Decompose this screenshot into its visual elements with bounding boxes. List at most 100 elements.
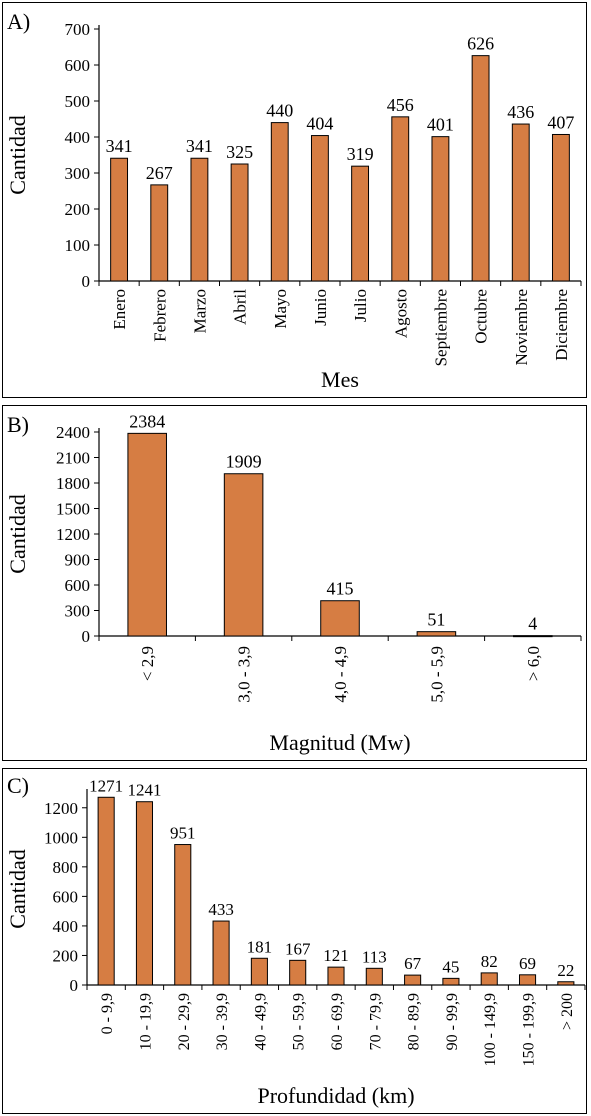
x-tick-label: Agosto (391, 289, 410, 338)
bar (212, 920, 230, 986)
y-tick-label: 0 (82, 272, 91, 291)
y-tick-label: 1000 (44, 828, 78, 847)
bar-value-label: 121 (323, 946, 349, 965)
x-tick-label: 30 - 39,9 (214, 993, 231, 1050)
x-tick-label: Marzo (190, 289, 209, 333)
bar (518, 974, 537, 986)
y-tick-label: 2100 (56, 449, 90, 468)
x-tick-label: Octubre (472, 289, 491, 344)
y-tick-label: 0 (70, 976, 79, 995)
bar-value-label: 401 (427, 115, 454, 135)
y-tick-label: 1200 (56, 525, 90, 544)
y-tick-label: 400 (53, 917, 79, 936)
depth-chart-svg: C) 0 200 400 600 800 1000 1200 Cantidad 1271 0 - 9… (5, 773, 586, 1108)
bar (442, 977, 460, 986)
bar-value-label: 22 (557, 961, 574, 980)
y-tick-label: 1500 (56, 500, 90, 519)
x-tick-label: 90 - 99,9 (444, 993, 461, 1050)
bar-value-label: 456 (387, 95, 414, 115)
x-axis-title: Magnitud (Mw) (269, 730, 410, 755)
magnitude-chart-svg: B) 0 300 600 900 1200 1500 1800 2100 2400 Cantidad… (5, 411, 582, 755)
y-tick-label: 1800 (56, 474, 90, 493)
y-tick-label: 200 (53, 946, 79, 965)
y-tick-label: 800 (53, 858, 79, 877)
x-axis-title: Profundidad (km) (257, 1083, 414, 1108)
bar (416, 631, 457, 637)
x-tick-label: Junio (311, 289, 330, 326)
bar-value-label: 181 (247, 937, 273, 956)
x-tick-label: Enero (110, 289, 129, 330)
bar-value-label: 82 (481, 952, 498, 971)
bar (310, 135, 329, 282)
y-tick-label: 200 (65, 200, 91, 219)
y-tick-label: 600 (65, 56, 91, 75)
bar-value-label: 4 (528, 614, 537, 634)
y-tick-label: 600 (65, 576, 91, 595)
panel-label: B) (7, 412, 29, 437)
bar-value-label: 2384 (129, 411, 165, 431)
bar (513, 635, 553, 638)
bar (127, 432, 167, 637)
x-tick-label: 0 - 9,9 (99, 993, 116, 1034)
bar (97, 796, 115, 986)
bar (404, 974, 422, 986)
bar (511, 123, 530, 282)
y-axis-title: Cantidad (5, 849, 30, 928)
bar-value-label: 267 (146, 163, 173, 183)
x-tick-label: 60 - 69,9 (329, 993, 346, 1050)
bar-value-label: 325 (226, 142, 253, 162)
bar (135, 801, 154, 986)
bar-value-label: 167 (285, 939, 311, 958)
x-tick-label: Febrero (150, 289, 169, 342)
y-tick-label: 700 (65, 20, 91, 39)
x-tick-label: Julio (351, 289, 370, 322)
x-tick-label: Diciembre (552, 289, 571, 361)
bar-value-label: 404 (306, 114, 333, 134)
bar-value-label: 341 (186, 136, 213, 156)
x-tick-label: 20 - 29,9 (176, 993, 193, 1050)
bar-value-label: 51 (427, 610, 445, 630)
bar-value-label: 319 (347, 144, 374, 164)
bar (270, 122, 289, 282)
bar-value-label: 45 (442, 957, 459, 976)
bar-value-label: 626 (467, 34, 494, 54)
y-tick-label: 900 (65, 551, 91, 570)
bar-value-label: 1271 (89, 776, 123, 795)
bar-value-label: 113 (362, 947, 387, 966)
x-tick-label: < 2,9 (138, 646, 157, 681)
bar-value-label: 1909 (226, 452, 262, 472)
bar-value-label: 433 (208, 900, 234, 919)
y-tick-label: 300 (65, 164, 91, 183)
bar-value-label: 67 (404, 954, 422, 973)
bar (351, 165, 370, 282)
x-tick-label: 5,0 - 5,9 (427, 646, 446, 703)
chart-panel-magnitude: B) 0 300 600 900 1200 1500 1800 2100 2400 Cantidad… (2, 405, 587, 761)
bar-value-label: 69 (519, 954, 536, 973)
x-tick-label: Septiembre (431, 289, 450, 366)
bar (365, 967, 383, 986)
x-tick-label: 100 - 149,9 (482, 993, 499, 1066)
y-tick-label: 300 (65, 602, 91, 621)
bar (480, 972, 498, 986)
x-tick-label: 150 - 199,9 (521, 993, 538, 1066)
x-tick-label: Abril (231, 289, 250, 325)
bar (190, 157, 209, 282)
bar (150, 184, 169, 282)
y-tick-label: 0 (82, 627, 91, 646)
bar (250, 957, 268, 986)
bar (174, 844, 192, 986)
x-tick-label: 40 - 49,9 (252, 993, 269, 1050)
y-tick-label: 100 (65, 236, 91, 255)
bar-value-label: 440 (266, 101, 293, 121)
bar (289, 959, 307, 986)
y-tick-label: 600 (53, 887, 79, 906)
bar (320, 600, 360, 637)
bar (230, 163, 249, 282)
bar (327, 966, 345, 986)
bar (110, 157, 129, 282)
bar-value-label: 1241 (127, 781, 161, 800)
y-axis-title: Cantidad (5, 494, 30, 573)
x-tick-label: 3,0 - 3,9 (235, 646, 254, 703)
month-chart-svg: A) 0 100 200 300 400 500 600 700 Cantidad 341 Enero… (5, 9, 582, 392)
x-tick-label: 50 - 59,9 (291, 993, 308, 1050)
